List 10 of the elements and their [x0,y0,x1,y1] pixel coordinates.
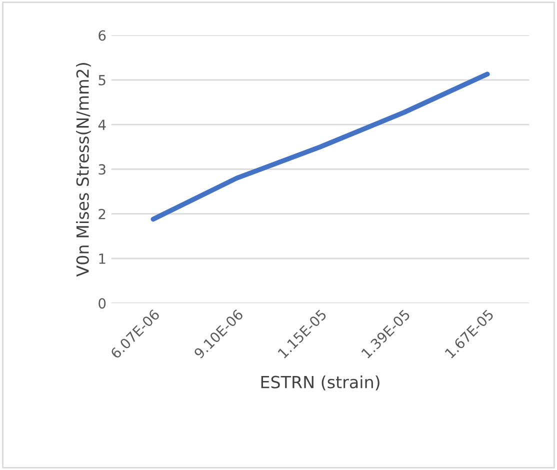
y-axis-title: V0n Mises Stress(N/mm2) [76,63,91,277]
y-tick-label: 4 [98,120,106,130]
y-tick-label: 6 [98,30,106,41]
y-tick-label: 2 [98,208,106,220]
y-tick-label: 3 [98,164,106,175]
y-tick-label: 0 [98,298,106,309]
y-tick-label: 5 [98,75,106,86]
x-axis-title: ESTRN (strain) [261,376,380,390]
line-series [150,72,490,222]
y-tick-label: 1 [99,254,106,264]
